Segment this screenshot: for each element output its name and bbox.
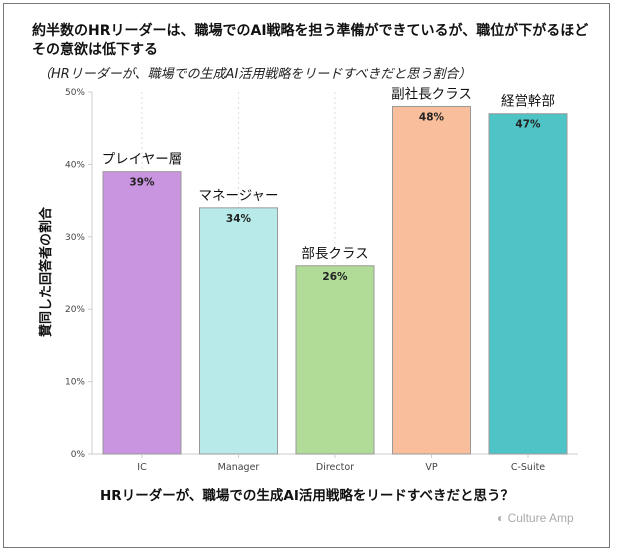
y-tick-label: 40%	[65, 160, 85, 170]
category-label-jp: 経営幹部	[501, 93, 555, 110]
category-label-jp: 部長クラス	[301, 246, 368, 262]
bar-director	[295, 265, 375, 455]
chart-subtitle: （HRリーダーが、職場での生成AI活用戦略をリードすべきだと思う割合）	[38, 67, 472, 82]
y-tick-label: 20%	[65, 305, 85, 315]
bar-ic	[102, 171, 182, 455]
x-tick-label: C-Suite	[511, 462, 545, 473]
logo-text: Culture Amp	[507, 511, 574, 525]
bar-manager	[199, 207, 278, 455]
data-label: 48%	[419, 111, 445, 123]
x-axis-label: HRリーダーが、職場での生成AI活用戦略をリードすべきだと思う？	[100, 488, 514, 504]
bar-c-suite	[488, 113, 568, 455]
culture-amp-logo: ◐ Culture Amp	[497, 511, 574, 525]
data-label: 34%	[226, 213, 252, 225]
x-tick-label: Manager	[218, 462, 260, 473]
category-label-jp: 副社長クラス	[391, 86, 472, 102]
chart-title: 約半数のHRリーダーは、職場でのAI戦略を担う準備ができているが、職位が下がるほ…	[32, 23, 589, 58]
y-tick-label: 50%	[65, 88, 85, 98]
y-axis-label: 賛同した回答者の割合	[38, 206, 54, 337]
y-tick-label: 10%	[65, 378, 85, 388]
data-label: 26%	[322, 271, 348, 283]
chart-frame	[3, 3, 610, 548]
y-tick-label: 30%	[65, 233, 85, 243]
bar-vp	[392, 105, 471, 455]
x-tick-label: VP	[425, 462, 437, 473]
data-label: 39%	[129, 177, 155, 189]
data-label: 47%	[515, 119, 541, 131]
y-tick-label: 0%	[71, 450, 86, 460]
x-tick-label: IC	[137, 462, 147, 473]
category-label-jp: マネージャー	[198, 188, 278, 204]
x-tick-label: Director	[316, 462, 354, 473]
category-label-jp: プレイヤー層	[102, 152, 183, 168]
